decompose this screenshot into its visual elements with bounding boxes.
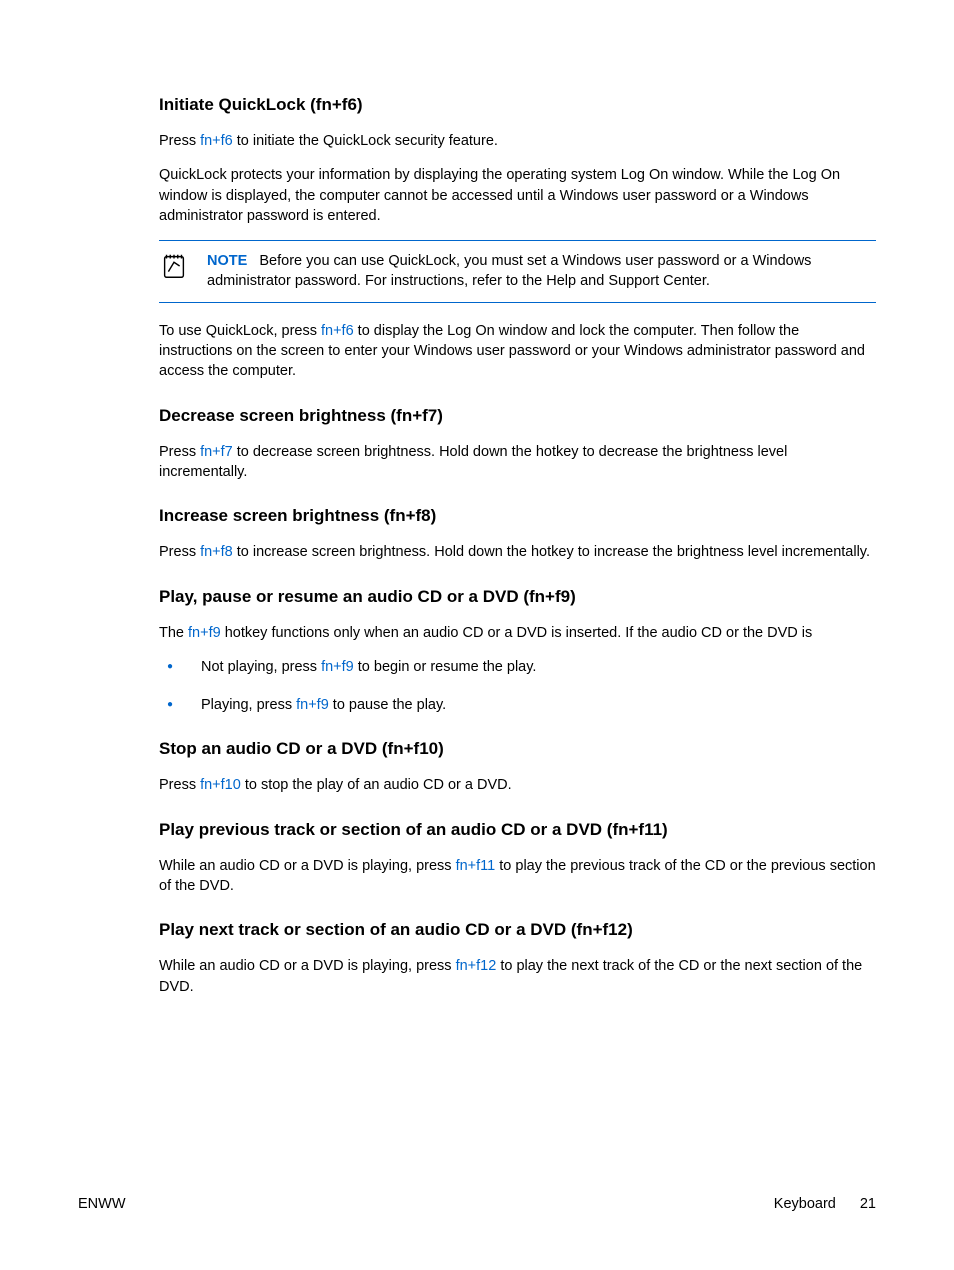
text: To use QuickLock, press: [159, 323, 321, 339]
text: The: [159, 625, 188, 641]
text: to increase screen brightness. Hold down…: [233, 544, 870, 560]
list-item: Not playing, press fn+f9 to begin or res…: [159, 657, 876, 677]
text: Playing, press: [201, 697, 296, 713]
heading-quicklock: Initiate QuickLock (fn+f6): [159, 95, 876, 115]
paragraph: Press fn+f6 to initiate the QuickLock se…: [159, 131, 876, 151]
text: Press: [159, 444, 200, 460]
paragraph: While an audio CD or a DVD is playing, p…: [159, 856, 876, 897]
text: Press: [159, 133, 200, 149]
hotkey-fn-f7: fn+f7: [200, 444, 233, 460]
hotkey-fn-f8: fn+f8: [200, 544, 233, 560]
note-label: NOTE: [207, 253, 247, 269]
hotkey-fn-f6: fn+f6: [200, 133, 233, 149]
heading-increase-brightness: Increase screen brightness (fn+f8): [159, 506, 876, 526]
hotkey-fn-f6: fn+f6: [321, 323, 354, 339]
page-number: 21: [860, 1196, 876, 1212]
hotkey-fn-f9: fn+f9: [188, 625, 221, 641]
note-box: NOTE Before you can use QuickLock, you m…: [159, 240, 876, 303]
paragraph: Press fn+f10 to stop the play of an audi…: [159, 775, 876, 795]
hotkey-fn-f12: fn+f12: [456, 958, 497, 974]
paragraph: To use QuickLock, press fn+f6 to display…: [159, 321, 876, 382]
paragraph: The fn+f9 hotkey functions only when an …: [159, 623, 876, 643]
paragraph: Press fn+f8 to increase screen brightnes…: [159, 542, 876, 562]
heading-stop: Stop an audio CD or a DVD (fn+f10): [159, 739, 876, 759]
list-item: Playing, press fn+f9 to pause the play.: [159, 695, 876, 715]
hotkey-fn-f11: fn+f11: [456, 858, 496, 874]
text: hotkey functions only when an audio CD o…: [221, 625, 813, 641]
paragraph: Press fn+f7 to decrease screen brightnes…: [159, 442, 876, 483]
note-text: Before you can use QuickLock, you must s…: [207, 253, 811, 289]
text: to decrease screen brightness. Hold down…: [159, 444, 787, 480]
text: to begin or resume the play.: [354, 659, 537, 675]
footer-right: Keyboard 21: [774, 1196, 876, 1212]
hotkey-fn-f9: fn+f9: [296, 697, 329, 713]
bullet-list: Not playing, press fn+f9 to begin or res…: [159, 657, 876, 716]
heading-next-track: Play next track or section of an audio C…: [159, 920, 876, 940]
heading-play-pause: Play, pause or resume an audio CD or a D…: [159, 587, 876, 607]
document-content: Initiate QuickLock (fn+f6) Press fn+f6 t…: [0, 0, 954, 997]
paragraph: QuickLock protects your information by d…: [159, 165, 876, 226]
hotkey-fn-f9: fn+f9: [321, 659, 354, 675]
page-footer: ENWW Keyboard 21: [78, 1196, 876, 1212]
footer-section: Keyboard: [774, 1196, 836, 1212]
hotkey-fn-f10: fn+f10: [200, 777, 241, 793]
heading-previous-track: Play previous track or section of an aud…: [159, 820, 876, 840]
text: Not playing, press: [201, 659, 321, 675]
note-content: NOTE Before you can use QuickLock, you m…: [207, 251, 876, 292]
text: to stop the play of an audio CD or a DVD…: [241, 777, 512, 793]
text: to pause the play.: [329, 697, 446, 713]
paragraph: While an audio CD or a DVD is playing, p…: [159, 956, 876, 997]
footer-left: ENWW: [78, 1196, 126, 1212]
heading-decrease-brightness: Decrease screen brightness (fn+f7): [159, 406, 876, 426]
text: Press: [159, 544, 200, 560]
text: Press: [159, 777, 200, 793]
note-icon: [159, 251, 189, 281]
text: While an audio CD or a DVD is playing, p…: [159, 858, 456, 874]
text: to initiate the QuickLock security featu…: [233, 133, 498, 149]
text: While an audio CD or a DVD is playing, p…: [159, 958, 456, 974]
